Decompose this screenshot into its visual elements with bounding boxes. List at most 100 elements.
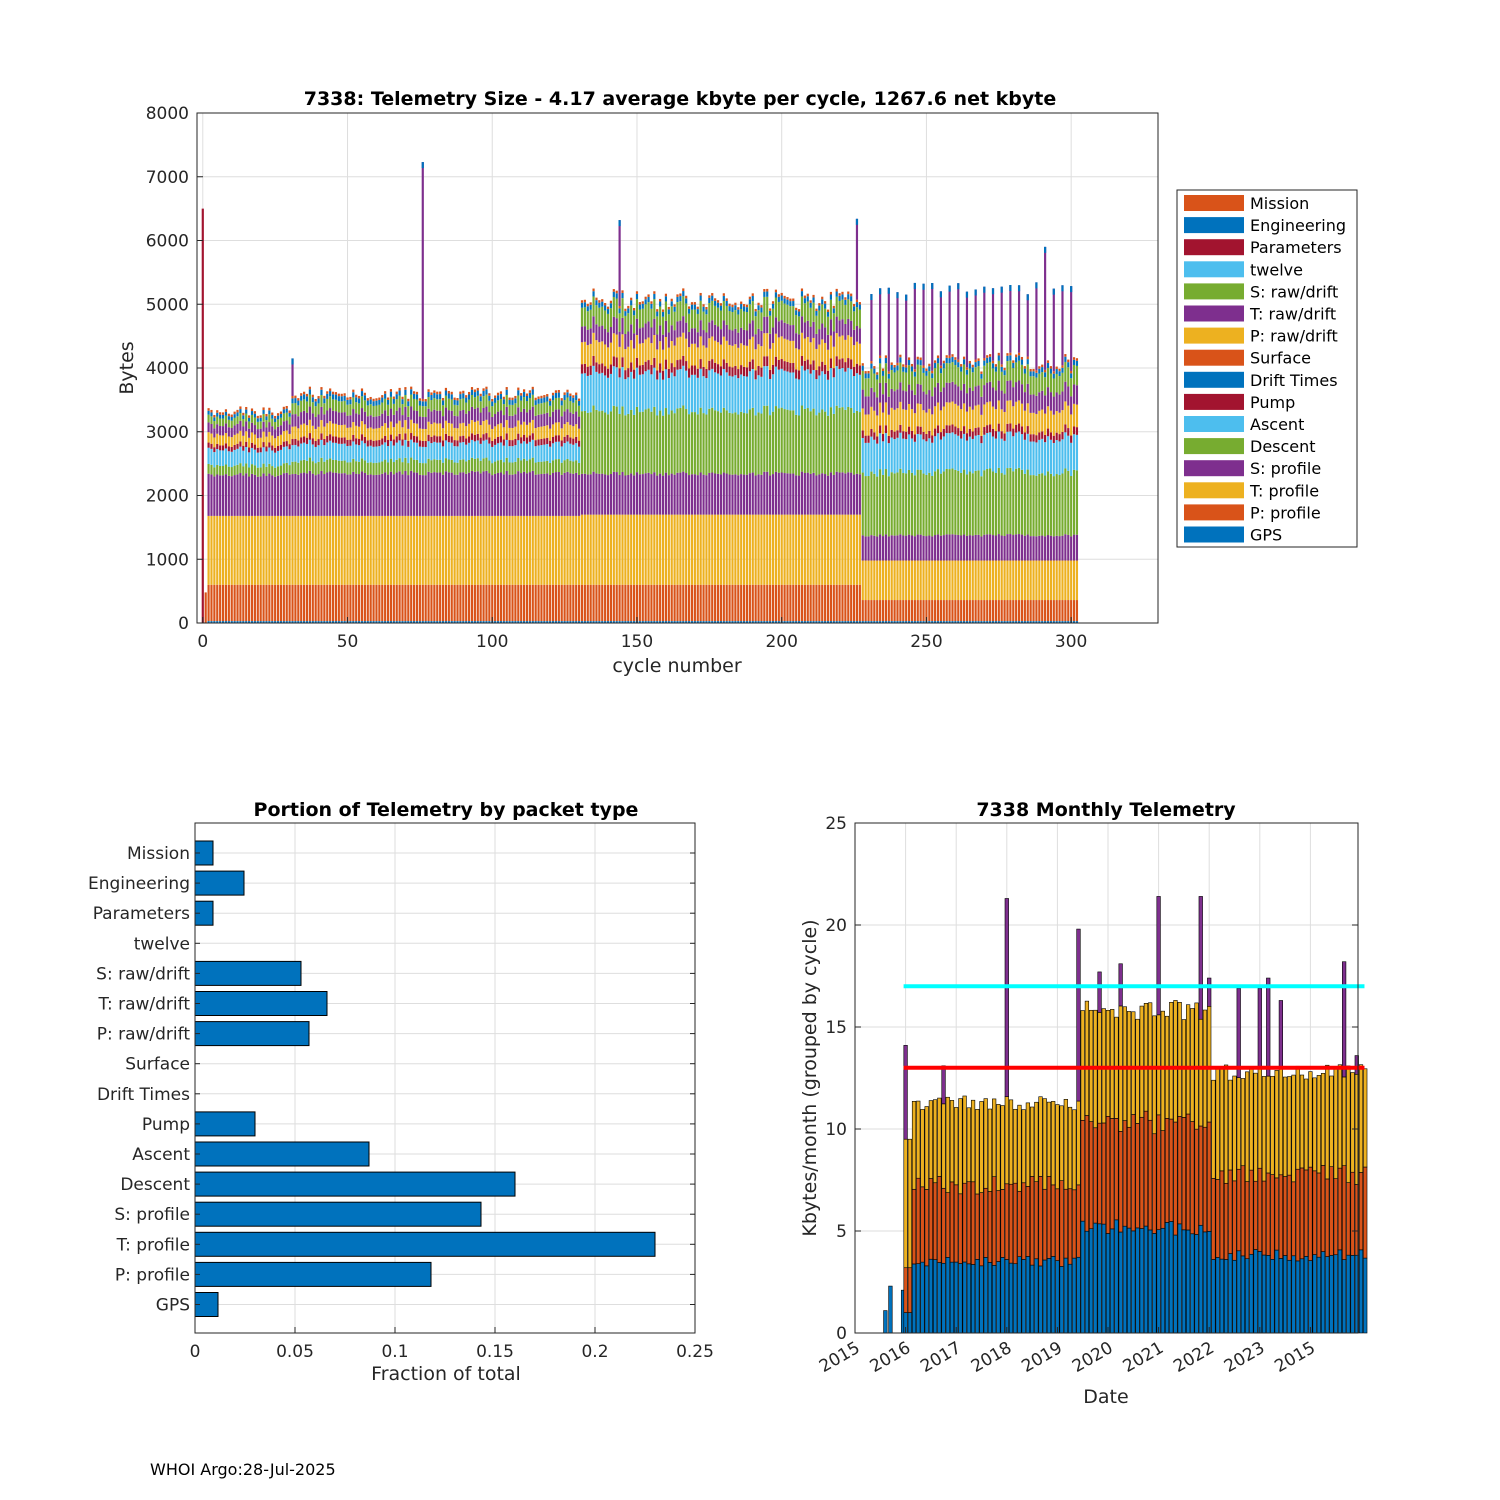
bar-segment xyxy=(250,422,254,433)
bar-segment xyxy=(624,370,627,380)
bar-segment xyxy=(763,366,766,406)
bar-segment xyxy=(624,333,627,350)
bar-segment xyxy=(777,359,780,370)
month-segment xyxy=(949,1261,955,1334)
bar-segment xyxy=(864,378,867,397)
bar-segment xyxy=(687,584,691,622)
bar-segment xyxy=(300,437,303,444)
month-segment xyxy=(1299,1167,1305,1260)
bar-segment xyxy=(650,327,653,344)
legend-label: Surface xyxy=(1250,349,1311,368)
bar-segment xyxy=(604,474,607,515)
cycle-bar-stack xyxy=(410,386,413,623)
bar-segment xyxy=(795,310,798,316)
month-segment xyxy=(1135,1227,1140,1334)
bar-segment xyxy=(841,358,844,369)
bar-segment xyxy=(592,621,595,623)
bar-segment xyxy=(514,414,517,427)
bar-segment xyxy=(670,306,673,326)
bar-segment xyxy=(968,621,971,623)
bar-segment xyxy=(1052,373,1055,379)
bar-segment xyxy=(711,300,714,321)
cycle-bar-stack xyxy=(986,355,989,623)
bar-segment xyxy=(858,621,861,623)
bar-segment xyxy=(462,472,465,516)
bar-segment xyxy=(861,430,864,438)
packet-bar xyxy=(194,1231,656,1257)
bar-segment xyxy=(702,311,705,331)
bar-segment xyxy=(392,462,395,475)
bar-segment xyxy=(699,292,702,296)
bar-segment xyxy=(1023,410,1026,433)
bar-segment xyxy=(444,390,448,396)
bar-segment xyxy=(375,474,378,516)
bar-segment xyxy=(334,460,338,473)
month-segment xyxy=(1333,1067,1338,1179)
month-segment xyxy=(945,1096,950,1193)
bar-segment xyxy=(415,410,419,424)
bar-segment xyxy=(876,443,879,477)
bar-segment xyxy=(531,584,534,622)
bar-segment xyxy=(1020,359,1024,365)
bar-segment xyxy=(719,412,723,475)
bar-segment xyxy=(968,360,971,364)
bar-segment xyxy=(508,515,511,585)
bar-segment xyxy=(468,411,471,424)
bar-segment xyxy=(664,408,668,473)
bar-segment xyxy=(951,401,954,425)
bar-segment xyxy=(780,514,783,585)
bar-segment xyxy=(690,302,694,305)
bar-segment xyxy=(667,414,670,476)
bar-segment xyxy=(248,417,251,422)
bar-segment xyxy=(936,621,940,623)
bar-segment xyxy=(960,438,963,473)
bar-segment xyxy=(236,443,239,449)
bar-segment xyxy=(789,363,792,373)
bar-segment xyxy=(236,433,239,444)
bar-segment xyxy=(740,584,743,622)
month-segment-spike xyxy=(1076,928,1081,1102)
bar-segment xyxy=(1006,353,1009,356)
bar-segment xyxy=(583,473,586,515)
bar-segment xyxy=(511,415,514,428)
bar-segment xyxy=(928,430,931,439)
legend-swatch xyxy=(1184,305,1244,322)
bar-segment xyxy=(343,437,346,444)
footer-credit: WHOI Argo:28-Jul-2025 xyxy=(150,1460,336,1479)
month-segment xyxy=(962,1182,967,1263)
bar-segment xyxy=(1075,365,1079,386)
month-segment xyxy=(1186,1229,1191,1334)
bar-segment xyxy=(719,366,723,376)
bar-segment xyxy=(844,304,847,324)
bar-segment xyxy=(786,473,789,515)
bar-segment xyxy=(569,393,572,396)
bar-segment xyxy=(245,441,248,448)
month-bar-stack xyxy=(1337,1064,1343,1334)
bar-segment xyxy=(731,307,734,313)
month-segment xyxy=(1067,1263,1073,1334)
bar-segment xyxy=(514,398,517,404)
bar-segment xyxy=(421,398,424,402)
bar-segment xyxy=(737,584,740,622)
bar-segment xyxy=(1017,360,1021,381)
bar-segment xyxy=(1020,356,1024,360)
bar-segment xyxy=(809,302,812,308)
bar-segment xyxy=(931,414,934,436)
bar-segment xyxy=(563,443,566,461)
bar-segment xyxy=(355,584,358,622)
bar-segment xyxy=(221,466,225,476)
cycle-bar-stack xyxy=(305,393,309,623)
bar-segment xyxy=(262,584,265,622)
bar-segment xyxy=(224,433,228,444)
x-tick-label: 50 xyxy=(337,632,359,652)
bar-segment xyxy=(919,434,922,471)
bar-segment xyxy=(546,396,549,402)
bar-segment xyxy=(224,584,228,622)
cycle-bar-stack xyxy=(832,305,835,623)
bar-segment xyxy=(265,413,268,417)
bar-segment xyxy=(427,441,430,459)
month-segment xyxy=(1211,1259,1216,1334)
bar-segment xyxy=(575,584,578,622)
bar-segment xyxy=(942,436,945,472)
bar-segment xyxy=(499,399,503,411)
